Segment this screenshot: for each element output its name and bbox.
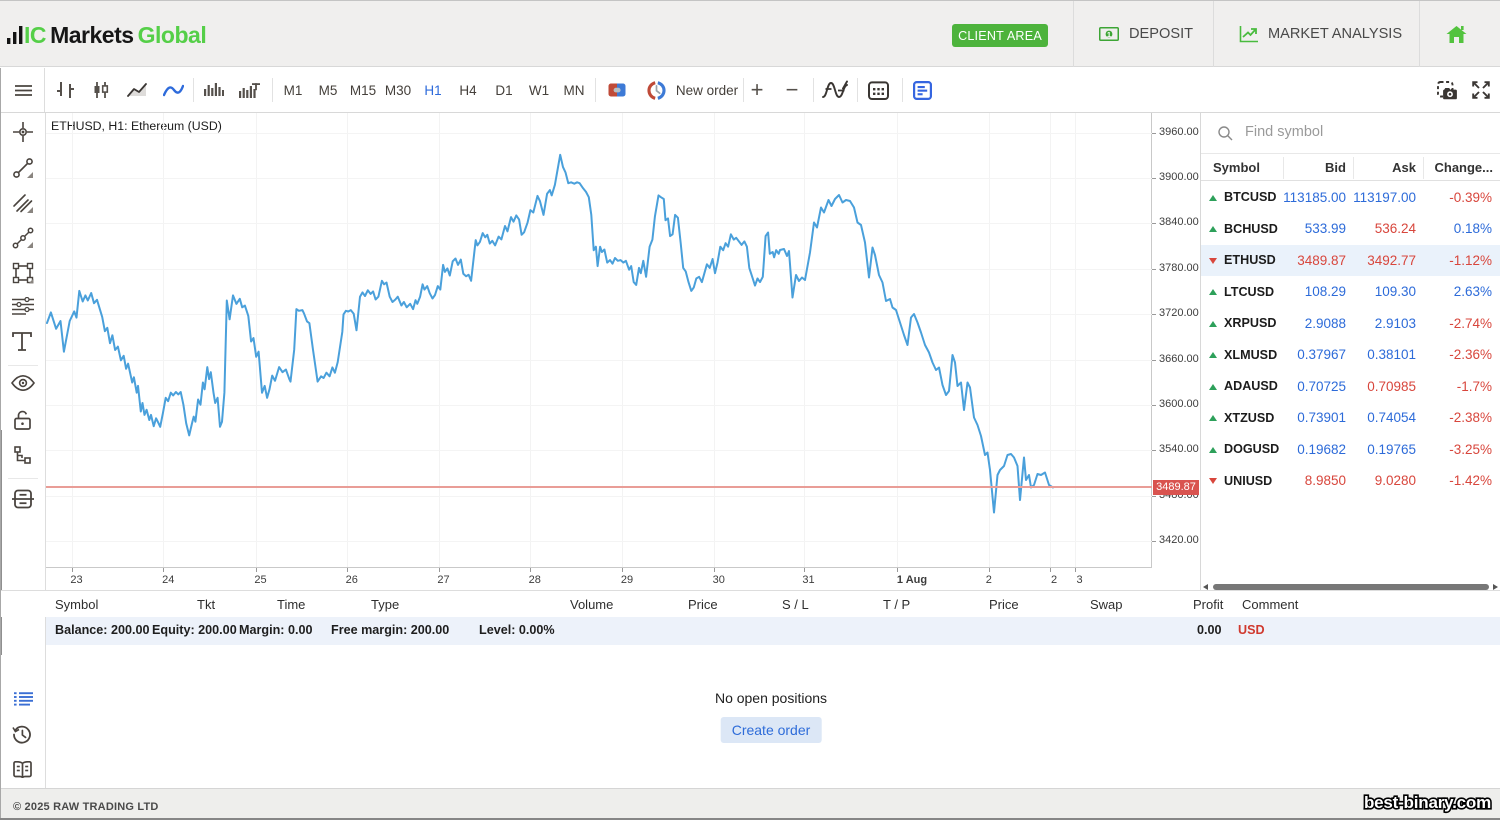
- svg-text:1: 1: [1107, 30, 1111, 39]
